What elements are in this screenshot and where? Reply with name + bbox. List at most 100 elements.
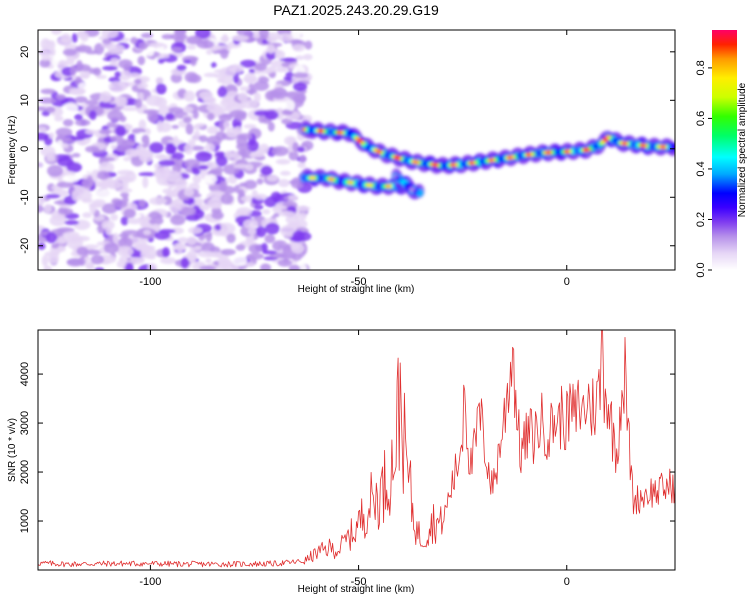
heatmap-noise-blob [239, 86, 251, 92]
heatmap-noise-blob [278, 243, 294, 250]
heatmap-noise-blob [225, 127, 240, 138]
heatmap-noise-blob [38, 205, 44, 213]
y-tick-label: -10 [19, 189, 31, 205]
heatmap-noise-blob [220, 193, 234, 205]
heatmap-noise-blob [140, 32, 154, 39]
heatmap-noise-blob [38, 162, 43, 168]
colorbar-tick-label: 0.6 [695, 111, 707, 126]
heatmap-noise-blob [67, 258, 84, 265]
heatmap-noise-blob [284, 99, 295, 112]
heatmap-noise-blob [214, 49, 230, 54]
heatmap-noise-blob [247, 228, 257, 235]
heatmap-noise-blob [82, 212, 92, 218]
heatmap-noise-blob [110, 57, 120, 63]
heatmap-noise-blob [102, 65, 118, 71]
heatmap-noise-blob [147, 253, 156, 260]
heatmap-noise-blob [138, 199, 146, 208]
heatmap-noise-blob [220, 248, 236, 256]
heatmap-noise-blob [185, 123, 194, 135]
heatmap-noise-blob [235, 244, 246, 251]
heatmap-noise-blob [183, 90, 196, 102]
heatmap-noise-blob [160, 257, 177, 265]
heatmap-noise-blob [46, 156, 56, 162]
heatmap-noise-blob [137, 82, 149, 90]
y-tick-label: 2000 [19, 460, 31, 484]
heatmap-noise-blob [62, 48, 77, 56]
heatmap-noise-blob [288, 264, 301, 270]
heatmap-noise-blob [75, 119, 91, 127]
heatmap-noise-blob [120, 192, 129, 198]
heatmap-noise-blob [194, 197, 204, 205]
heatmap-noise-blob [292, 82, 308, 92]
heatmap-noise-blob [85, 99, 99, 106]
spectrogram-x-ticks: -100 -50 0 [139, 30, 570, 288]
heatmap-noise-blob [85, 145, 100, 153]
heatmap-noise-blob [165, 143, 176, 155]
heatmap-noise-blob [106, 180, 123, 190]
heatmap-noise-blob [145, 48, 155, 57]
heatmap-noise-blob [89, 228, 99, 234]
heatmap-noise-blob [107, 110, 124, 122]
heatmap-noise-blob [221, 33, 229, 44]
heatmap-noise-blob [266, 175, 279, 182]
heatmap-noise-blob [232, 73, 239, 84]
heatmap-noise-blob [244, 179, 257, 190]
heatmap-noise-blob [116, 169, 134, 176]
heatmap-noise-blob [303, 54, 313, 61]
heatmap-noise-blob [94, 189, 113, 198]
heatmap-noise-blob [272, 87, 288, 100]
heatmap-noise-blob [107, 44, 125, 54]
heatmap-noise-blob [288, 195, 298, 200]
heatmap-noise-blob [198, 234, 206, 241]
heatmap-noise-blob [158, 53, 170, 59]
heatmap-noise-blob [224, 150, 233, 160]
heatmap-noise-blob [90, 254, 104, 265]
heatmap-noise-blob [261, 39, 269, 44]
heatmap-noise-blob [138, 42, 148, 50]
heatmap-noise-blob [218, 114, 233, 122]
heatmap-noise-blob [176, 64, 187, 71]
heatmap-noise-blob [74, 96, 88, 103]
heatmap-noise-blob [211, 211, 224, 220]
snr-series-line [38, 330, 675, 568]
snr-x-axis-label: Height of straight line (km) [298, 584, 415, 595]
heatmap-noise-blob [291, 243, 305, 254]
heatmap-noise-blob [165, 190, 181, 198]
heatmap-noise-blob [124, 148, 142, 157]
heatmap-noise-blob [149, 42, 165, 48]
heatmap-noise-blob [38, 126, 47, 132]
heatmap-noise-blob [51, 243, 59, 249]
heatmap-noise-blob [93, 67, 102, 76]
heatmap-noise-blob [110, 213, 118, 221]
heatmap-noise-blob [44, 251, 60, 257]
heatmap-noise-blob [275, 159, 291, 165]
heatmap-noise-blob [290, 235, 303, 243]
heatmap-noise-blob [231, 35, 249, 41]
heatmap-noise-blob [183, 116, 192, 124]
heatmap-noise-blob [78, 190, 92, 202]
heatmap-noise-blob [292, 44, 306, 52]
heatmap-noise-blob [121, 106, 139, 111]
heatmap-noise-blob [116, 260, 127, 268]
heatmap-noise-blob [198, 135, 208, 143]
heatmap-noise-blob [195, 123, 205, 128]
heatmap-noise-blob [38, 201, 44, 206]
y-tick-label: 0 [19, 146, 31, 152]
heatmap-noise-blob [278, 210, 295, 217]
heatmap-noise-blob [55, 127, 73, 137]
heatmap-noise-blob [206, 126, 219, 135]
heatmap-noise-blob [278, 33, 293, 42]
heatmap-noise-blob [210, 62, 217, 68]
heatmap-noise-blob [161, 34, 174, 40]
spectrogram-x-axis-label: Height of straight line (km) [298, 284, 415, 295]
heatmap-noise-blob [205, 258, 212, 264]
heatmap-noise-blob [130, 255, 145, 265]
heatmap-noise-blob [157, 154, 166, 161]
heatmap-noise-blob [273, 212, 280, 218]
heatmap-noise-blob [51, 30, 62, 35]
snr-y-ticks: 1000 2000 3000 4000 [19, 362, 675, 533]
heatmap-noise-blob [155, 77, 164, 84]
heatmap-noise-blob [273, 205, 287, 210]
heatmap-noise-blob [115, 125, 127, 137]
